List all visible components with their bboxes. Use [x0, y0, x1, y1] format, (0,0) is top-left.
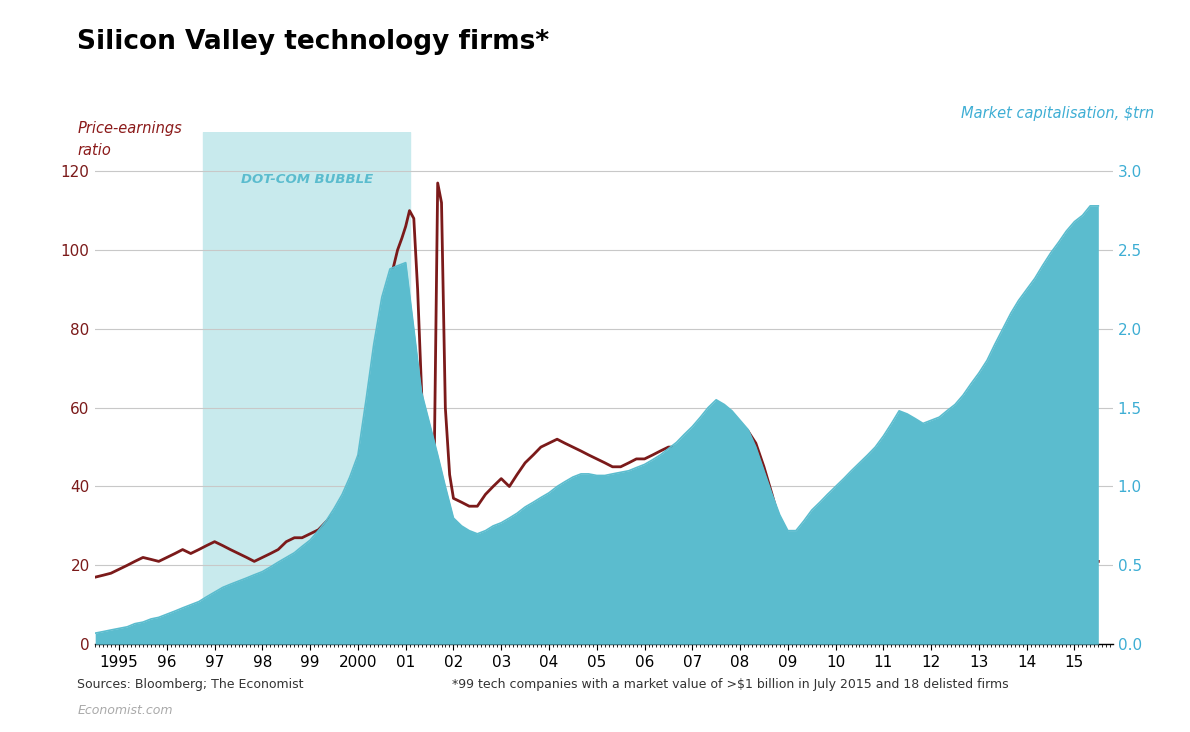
Text: Market capitalisation, $trn: Market capitalisation, $trn — [962, 106, 1154, 121]
Bar — [202, 132, 411, 644]
Text: ratio: ratio — [77, 143, 111, 157]
Text: Sources: Bloomberg; The Economist: Sources: Bloomberg; The Economist — [77, 678, 303, 691]
Text: Price-earnings: Price-earnings — [77, 121, 182, 135]
Text: DOT-COM BUBBLE: DOT-COM BUBBLE — [240, 173, 372, 185]
Text: Economist.com: Economist.com — [77, 703, 173, 717]
Text: Silicon Valley technology firms*: Silicon Valley technology firms* — [77, 29, 550, 56]
Text: *99 tech companies with a market value of >$1 billion in July 2015 and 18 delist: *99 tech companies with a market value o… — [452, 678, 1009, 691]
